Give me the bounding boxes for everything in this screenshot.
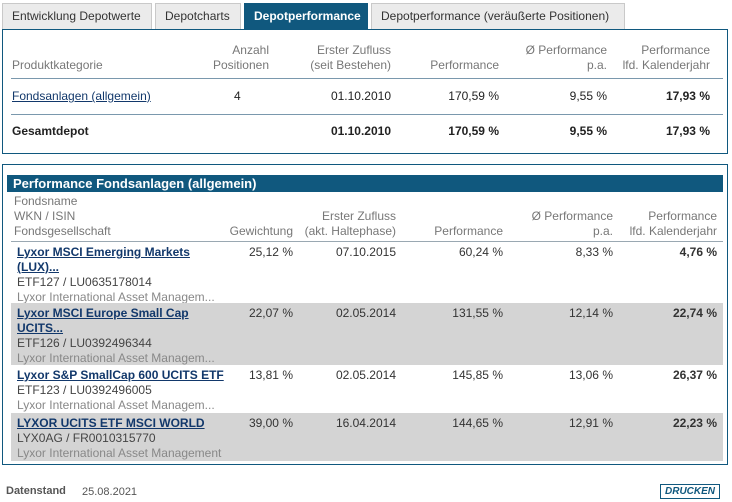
total-inflow: 01.10.2010 [330,124,391,138]
fund-performance: 131,55 % [452,306,503,320]
fund-perf-year: 22,23 % [672,416,717,430]
header-perf-pa-line2: p.a. [586,58,607,72]
fund-perf-pa: 12,91 % [568,416,613,430]
fund-name-link[interactable]: Lyxor MSCI Emerging Markets (LUX)... [17,245,190,274]
header-perf-pa-line2: p.a. [592,224,613,238]
tab-entwicklung-depotwerte[interactable]: Entwicklung Depotwerte [2,3,152,29]
fund-wkn-isin: ETF126 / LU0392496344 [17,336,152,350]
header-performance: Performance [430,58,499,72]
funds-panel: Performance Fondsanlagen (allgemein) Fon… [2,164,728,465]
fund-perf-year: 26,37 % [672,368,717,382]
tab-depotperformance-veraeusserte[interactable]: Depotperformance (veräußerte Positionen) [371,3,625,29]
header-perf-pa-line1: Ø Performance [525,43,607,57]
total-perf-year: 17,93 % [665,124,710,138]
data-date-label: Datenstand [6,485,66,497]
header-count-line2: Positionen [212,58,269,72]
header-inflow-line2: (seit Bestehen) [310,58,391,72]
fund-company: Lyxor International Asset Managem... [17,290,215,304]
fund-weight: 22,07 % [248,306,293,320]
header-perf-pa-line1: Ø Performance [531,209,613,223]
total-perf-pa: 9,55 % [569,124,607,138]
header-fund-company: Fondsgesellschaft [14,224,111,238]
fund-name-link[interactable]: Lyxor MSCI Europe Small Cap UCITS... [17,306,189,335]
header-perf-year-line1: Performance [641,43,710,57]
total-label: Gesamtdepot [12,124,89,138]
summary-performance: 170,59 % [448,89,499,103]
fund-weight: 39,00 % [248,416,293,430]
header-wkn-isin: WKN / ISIN [14,209,76,223]
summary-inflow: 01.10.2010 [330,89,391,103]
print-button[interactable]: DRUCKEN [660,484,720,499]
header-perf-year-line2: lfd. Kalenderjahr [629,224,717,238]
tab-depotcharts[interactable]: Depotcharts [155,3,241,29]
table-row: Lyxor MSCI Europe Small Cap UCITS... ETF1… [11,303,723,365]
category-link-fondsanlagen[interactable]: Fondsanlagen (allgemein) [12,89,151,103]
fund-inflow: 02.05.2014 [335,306,396,320]
summary-panel: Produktkategorie Anzahl Positionen Erste… [2,29,728,154]
table-row: Lyxor S&P SmallCap 600 UCITS ETF ETF123 … [11,365,723,413]
header-inflow-line1: Erster Zufluss [321,209,396,223]
funds-panel-title: Performance Fondsanlagen (allgemein) [7,175,723,192]
fund-perf-pa: 12,14 % [568,306,613,320]
fund-inflow: 07.10.2015 [335,245,396,259]
fund-company: Lyxor International Asset Managem... [17,398,215,412]
header-fund-name: Fondsname [14,194,78,208]
total-performance: 170,59 % [448,124,499,138]
summary-perf-pa: 9,55 % [569,89,607,103]
fund-wkn-isin: ETF127 / LU0635178014 [17,275,152,289]
fund-name-link[interactable]: LYXOR UCITS ETF MSCI WORLD [17,416,205,430]
tab-bar: Entwicklung Depotwerte Depotcharts Depot… [2,3,628,29]
table-row: LYXOR UCITS ETF MSCI WORLD LYX0AG / FR00… [11,413,723,461]
fund-name-link[interactable]: Lyxor S&P SmallCap 600 UCITS ETF [17,368,224,382]
header-category: Produktkategorie [12,58,103,72]
header-weight: Gewichtung [229,224,293,238]
header-perf-year-line1: Performance [648,209,717,223]
fund-performance: 145,85 % [452,368,503,382]
header-count-line1: Anzahl [232,43,269,57]
fund-performance: 144,65 % [452,416,503,430]
fund-perf-pa: 8,33 % [575,245,613,259]
header-inflow-line1: Erster Zufluss [316,43,391,57]
tab-depotperformance[interactable]: Depotperformance [244,3,368,29]
fund-company: Lyxor International Asset Management [17,446,222,460]
header-performance: Performance [434,224,503,238]
fund-perf-year: 22,74 % [672,306,717,320]
header-divider [11,78,723,79]
header-inflow-line2: (akt. Haltephase) [304,224,396,238]
table-row: Lyxor MSCI Emerging Markets (LUX)... ETF1… [11,241,723,304]
fund-wkn-isin: LYX0AG / FR0010315770 [17,431,156,445]
fund-inflow: 02.05.2014 [335,368,396,382]
fund-company: Lyxor International Asset Managem... [17,351,215,365]
data-date-value: 25.08.2021 [82,486,138,498]
fund-performance: 60,24 % [458,245,503,259]
fund-wkn-isin: ETF123 / LU0392496005 [17,383,152,397]
summary-count: 4 [234,89,241,103]
header-perf-year-line2: lfd. Kalenderjahr [622,58,710,72]
fund-perf-pa: 13,06 % [568,368,613,382]
total-divider [11,114,723,115]
fund-inflow: 16.04.2014 [335,416,396,430]
summary-perf-year: 17,93 % [665,89,710,103]
fund-weight: 13,81 % [248,368,293,382]
fund-weight: 25,12 % [248,245,293,259]
fund-perf-year: 4,76 % [679,245,717,259]
